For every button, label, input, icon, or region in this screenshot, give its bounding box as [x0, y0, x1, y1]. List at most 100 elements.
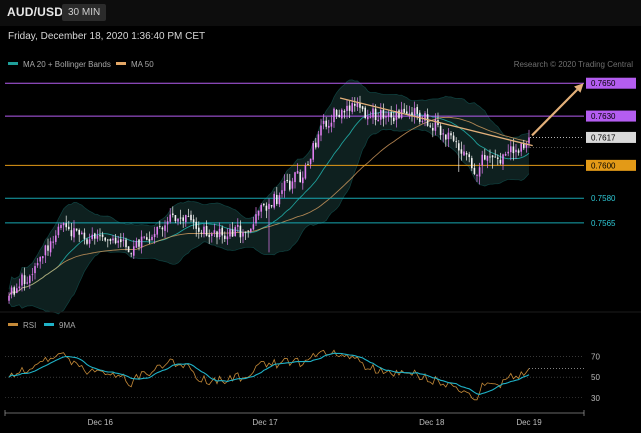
candle — [255, 214, 257, 224]
candle — [70, 230, 73, 237]
candle — [413, 108, 416, 116]
candle — [242, 232, 244, 237]
candle — [31, 274, 34, 276]
candle — [322, 120, 325, 124]
candle — [244, 231, 247, 233]
candle — [315, 142, 317, 148]
candle — [421, 121, 424, 123]
candle — [211, 233, 213, 236]
candle — [434, 119, 437, 131]
candle — [265, 205, 268, 211]
candle — [174, 215, 177, 222]
candle — [309, 158, 312, 165]
bollinger-band-fill — [9, 79, 529, 314]
candle — [354, 103, 356, 106]
candle — [104, 237, 106, 241]
timeframe-badge[interactable]: 30 MIN — [62, 4, 107, 21]
candle — [491, 155, 494, 158]
candle — [39, 257, 41, 262]
candle — [447, 132, 450, 140]
candle — [224, 235, 226, 239]
candle — [237, 224, 239, 227]
candle — [346, 105, 348, 111]
level-label-0.7617: 0.7617 — [591, 133, 616, 142]
candle — [463, 151, 465, 156]
candle — [270, 205, 273, 207]
candle — [122, 239, 125, 241]
rsi-ma-line — [8, 352, 530, 395]
candle — [497, 157, 499, 159]
candle — [250, 228, 252, 232]
legend-label-9ma: 9MA — [59, 321, 76, 330]
legend-label-bollinger: MA 20 + Bollinger Bands — [23, 60, 111, 69]
legend-swatch-9ma — [44, 323, 54, 326]
candle — [55, 235, 57, 242]
candle — [387, 112, 390, 118]
candle — [439, 125, 442, 136]
candle — [112, 238, 114, 241]
x-tick-dec-19: Dec 19 — [516, 418, 542, 427]
candle — [369, 117, 372, 119]
candle — [328, 125, 330, 128]
candle — [476, 175, 478, 176]
symbol-title: AUD/USD — [7, 5, 64, 19]
candle — [78, 229, 80, 235]
candle — [130, 253, 132, 255]
x-tick-dec-18: Dec 18 — [419, 418, 445, 427]
candle — [94, 233, 96, 239]
candle — [195, 221, 197, 229]
candle — [408, 113, 411, 116]
candle — [335, 110, 338, 116]
candle — [143, 236, 145, 238]
candle — [75, 228, 78, 231]
candles-group — [8, 95, 530, 304]
candle — [507, 151, 509, 154]
candle — [203, 226, 205, 235]
candle — [60, 225, 62, 228]
candle — [177, 218, 179, 222]
candle — [299, 172, 301, 183]
legend-label-ma50: MA 50 — [131, 60, 154, 69]
rsi-line — [8, 349, 530, 401]
candle — [455, 141, 457, 143]
candle — [166, 221, 169, 225]
candle — [182, 217, 184, 221]
candle — [164, 225, 166, 231]
level-tag-0.7617 — [586, 131, 636, 143]
candle — [213, 230, 216, 233]
candle — [273, 193, 275, 208]
candle — [205, 225, 208, 236]
candle — [406, 111, 408, 114]
candle — [442, 133, 444, 135]
candle — [291, 181, 294, 189]
candle — [34, 266, 36, 274]
legend-swatch-bollinger — [8, 62, 18, 65]
level-label-0.7650: 0.7650 — [591, 79, 616, 88]
candle — [138, 239, 140, 247]
candle — [390, 112, 392, 118]
candle — [159, 226, 161, 228]
legend-swatch-ma50 — [116, 62, 126, 65]
candle — [411, 112, 413, 117]
candle — [325, 120, 327, 127]
legend-label-rsi: RSI — [23, 321, 36, 330]
bollinger-lower-line — [8, 128, 530, 315]
candle — [450, 133, 452, 136]
candle — [18, 286, 21, 289]
candle — [200, 232, 203, 234]
candle — [510, 146, 512, 153]
candle — [231, 229, 234, 237]
candle — [101, 234, 104, 237]
candle — [515, 149, 517, 153]
candle — [395, 111, 398, 120]
candle — [148, 238, 151, 242]
projection-arrow-shaft — [531, 88, 579, 137]
candle — [120, 239, 122, 243]
candle — [528, 137, 530, 144]
candle — [172, 213, 174, 215]
candle — [221, 227, 223, 236]
candle — [117, 240, 119, 243]
level-label-0.7565: 0.7565 — [591, 219, 616, 228]
candle — [99, 235, 101, 237]
